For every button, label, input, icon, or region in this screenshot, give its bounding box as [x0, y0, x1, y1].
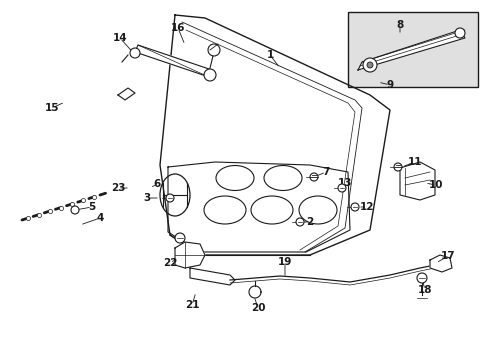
- Circle shape: [454, 28, 464, 38]
- Text: 22: 22: [163, 258, 177, 268]
- Text: 9: 9: [386, 80, 393, 90]
- Circle shape: [71, 206, 79, 214]
- Circle shape: [203, 69, 216, 81]
- Circle shape: [309, 173, 317, 181]
- Circle shape: [207, 44, 220, 56]
- Text: 15: 15: [45, 103, 59, 113]
- Circle shape: [165, 194, 174, 202]
- Text: 2: 2: [306, 217, 313, 227]
- Bar: [347, 12, 477, 87]
- Polygon shape: [190, 268, 235, 285]
- Text: 23: 23: [110, 183, 125, 193]
- Text: 14: 14: [112, 33, 127, 43]
- Circle shape: [337, 184, 346, 192]
- Text: 20: 20: [250, 303, 264, 313]
- Text: 8: 8: [396, 20, 403, 30]
- Text: 1: 1: [266, 50, 273, 60]
- Circle shape: [130, 48, 140, 58]
- Text: 10: 10: [428, 180, 442, 190]
- Polygon shape: [399, 162, 434, 200]
- Text: 17: 17: [440, 251, 454, 261]
- Text: 3: 3: [143, 193, 150, 203]
- Circle shape: [362, 58, 376, 72]
- Text: 11: 11: [407, 157, 421, 167]
- Circle shape: [295, 218, 304, 226]
- Text: 21: 21: [184, 300, 199, 310]
- Text: 7: 7: [322, 167, 329, 177]
- Text: 12: 12: [359, 202, 373, 212]
- Text: 18: 18: [417, 285, 431, 295]
- Circle shape: [350, 203, 358, 211]
- Text: 19: 19: [277, 257, 292, 267]
- Circle shape: [416, 273, 426, 283]
- Polygon shape: [357, 30, 464, 70]
- Circle shape: [366, 62, 372, 68]
- Polygon shape: [135, 45, 212, 77]
- Text: 4: 4: [96, 213, 103, 223]
- Polygon shape: [175, 242, 204, 268]
- Text: 16: 16: [170, 23, 185, 33]
- Circle shape: [393, 163, 401, 171]
- Text: 5: 5: [88, 202, 96, 212]
- Polygon shape: [118, 88, 135, 100]
- Circle shape: [175, 233, 184, 243]
- Text: 6: 6: [153, 179, 160, 189]
- Polygon shape: [429, 255, 451, 272]
- Text: 13: 13: [337, 178, 351, 188]
